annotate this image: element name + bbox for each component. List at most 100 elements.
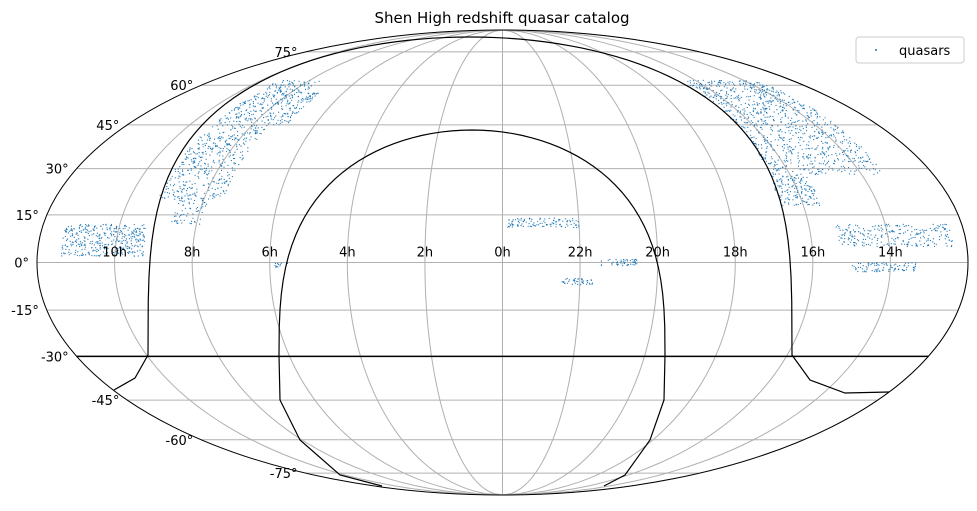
data-point	[194, 160, 196, 162]
data-point	[115, 225, 117, 227]
data-point	[245, 140, 247, 142]
data-point	[750, 130, 752, 132]
data-point	[218, 182, 220, 184]
data-point	[724, 110, 726, 112]
data-point	[174, 196, 176, 198]
data-point	[219, 140, 221, 142]
data-point	[267, 119, 269, 121]
data-point	[627, 263, 629, 266]
data-point	[523, 221, 525, 223]
data-point	[232, 127, 234, 129]
data-point	[249, 119, 252, 121]
data-point	[255, 132, 257, 134]
data-point	[735, 118, 738, 120]
data-point	[822, 157, 824, 159]
data-point	[284, 113, 286, 115]
data-point	[809, 163, 811, 165]
data-point	[268, 86, 270, 89]
data-point	[742, 91, 744, 93]
data-point	[749, 124, 751, 126]
data-point	[834, 160, 836, 163]
data-point	[844, 149, 846, 151]
data-point	[74, 251, 76, 254]
data-point	[79, 230, 81, 232]
data-point	[939, 236, 941, 238]
data-point	[779, 185, 781, 187]
data-point	[577, 281, 579, 283]
data-point	[181, 196, 183, 198]
data-point	[292, 84, 294, 86]
data-point	[858, 146, 860, 148]
data-point	[203, 162, 206, 164]
data-point	[184, 184, 186, 186]
data-point	[869, 237, 871, 239]
data-point	[875, 269, 878, 271]
data-point	[570, 223, 572, 226]
data-point	[760, 112, 762, 114]
data-point	[836, 127, 839, 129]
data-point	[600, 260, 603, 262]
data-point	[936, 230, 938, 232]
data-point	[64, 244, 67, 246]
data-point	[241, 159, 243, 161]
data-point	[287, 83, 289, 85]
data-point	[911, 262, 913, 264]
data-point	[281, 94, 283, 96]
data-point	[251, 126, 253, 128]
data-point	[211, 170, 213, 172]
data-point	[809, 187, 811, 189]
data-point	[125, 240, 127, 242]
data-point	[793, 121, 795, 123]
data-point	[820, 153, 822, 155]
data-point	[812, 194, 814, 196]
data-point	[774, 164, 776, 166]
data-point	[199, 218, 201, 220]
data-point	[821, 168, 823, 170]
data-point	[797, 152, 799, 154]
data-point	[726, 87, 728, 89]
data-point	[86, 231, 88, 233]
data-point	[760, 90, 762, 92]
data-point	[281, 105, 283, 107]
data-point	[842, 140, 844, 142]
data-point	[256, 138, 258, 140]
data-point	[839, 153, 841, 155]
data-point	[867, 265, 870, 267]
data-point	[312, 96, 314, 98]
data-point	[784, 132, 787, 134]
data-point	[764, 107, 766, 109]
data-point	[239, 157, 241, 159]
data-point	[890, 266, 892, 268]
data-point	[207, 186, 210, 188]
data-point	[728, 102, 730, 104]
data-point	[244, 137, 246, 139]
data-point	[71, 234, 74, 236]
data-point	[770, 144, 773, 146]
data-point	[815, 113, 817, 116]
data-point	[803, 200, 805, 202]
data-point	[763, 114, 765, 116]
data-point	[124, 227, 126, 229]
data-point	[890, 243, 893, 245]
data-point	[753, 136, 755, 138]
data-point	[795, 197, 797, 199]
data-point	[788, 203, 790, 205]
data-point	[213, 142, 215, 144]
data-point	[903, 264, 906, 266]
data-point	[924, 229, 926, 232]
data-point	[808, 169, 810, 171]
data-point	[915, 234, 917, 236]
data-point	[182, 181, 184, 183]
dec-tick-label: -60°	[166, 434, 194, 449]
data-point	[219, 195, 221, 197]
data-point	[272, 94, 274, 96]
data-point	[835, 226, 837, 228]
data-point	[183, 187, 185, 190]
data-point	[124, 225, 126, 227]
data-point	[858, 148, 860, 150]
data-point	[267, 96, 269, 98]
data-point	[222, 190, 224, 192]
data-point	[821, 172, 823, 174]
data-point	[848, 167, 850, 169]
data-point	[781, 194, 783, 196]
